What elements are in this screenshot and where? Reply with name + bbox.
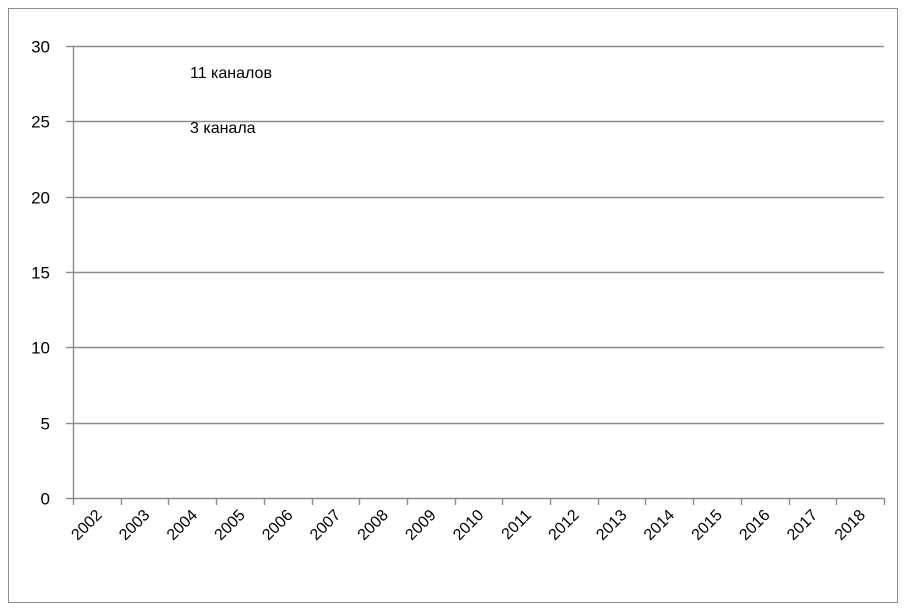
x-tick-label-2006: 2006 [259, 507, 296, 544]
annotation-3-channels: 3 канала [190, 120, 256, 137]
x-tick-label-2012: 2012 [546, 507, 583, 544]
y-tick-label-25: 25 [31, 113, 50, 132]
x-axis-tick-labels: 2002 2003 2004 2005 2006 2007 2008 2009 2010 2011… [68, 507, 869, 544]
y-tick-label-0: 0 [41, 490, 50, 509]
x-tick-label-2017: 2017 [784, 507, 821, 544]
y-tick-label-5: 5 [41, 415, 50, 434]
x-tick-label-2008: 2008 [355, 507, 392, 544]
x-tick-label-2009: 2009 [402, 507, 439, 544]
x-tick-label-2003: 2003 [116, 507, 153, 544]
x-tick-label-2013: 2013 [593, 507, 630, 544]
y-tick-label-10: 10 [31, 339, 50, 358]
x-tick-label-2015: 2015 [689, 507, 726, 544]
x-tick-label-2014: 2014 [641, 507, 678, 544]
annotation-11-channels: 11 каналов [190, 65, 272, 82]
gridlines [73, 45, 884, 425]
axes [66, 45, 886, 505]
y-tick-label-30: 30 [31, 38, 50, 57]
annotations: 11 каналов 3 канала [190, 65, 272, 137]
x-tick-label-2011: 2011 [499, 507, 535, 543]
x-tick-label-2018: 2018 [832, 507, 869, 544]
x-tick-label-2010: 2010 [450, 507, 487, 544]
x-tick-label-2004: 2004 [164, 507, 201, 544]
y-tick-label-20: 20 [31, 189, 50, 208]
x-tick-label-2016: 2016 [736, 507, 773, 544]
x-tick-label-2002: 2002 [68, 507, 105, 544]
y-tick-label-15: 15 [31, 264, 50, 283]
x-tick-label-2007: 2007 [307, 507, 344, 544]
x-tick-label-2005: 2005 [212, 507, 249, 544]
y-axis-tick-labels: 0 5 10 15 20 25 30 [31, 38, 50, 509]
